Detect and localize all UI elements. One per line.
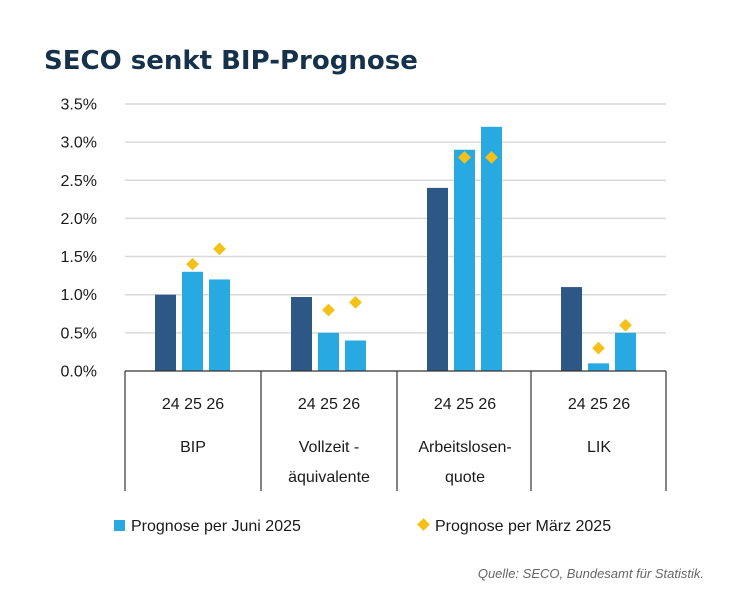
year-labels: 24 25 26 [568,396,630,413]
bar-2-25 [454,149,475,371]
bar-3-26 [615,332,636,371]
year-labels: 24 25 26 [434,396,496,413]
y-tick-label: 3.0% [61,135,97,152]
bar-2-24 [427,187,448,371]
y-tick-label: 2.5% [61,173,97,190]
bar-1-25 [318,332,339,371]
y-tick-label: 1.0% [61,287,97,304]
bar-0-26 [209,279,230,371]
year-labels: 24 25 26 [298,396,360,413]
legend-maerz-swatch [417,518,430,531]
legend-maerz-label: Prognose per März 2025 [435,518,611,535]
maerz-marker-0-26 [213,242,226,256]
category-label: Arbeitslosen- [418,439,511,456]
bar-3-24 [561,287,582,371]
category-label: Vollzeit - [299,439,359,456]
maerz-marker-3-26 [619,318,632,332]
legend-juni-swatch [114,520,125,531]
legend-juni-label: Prognose per Juni 2025 [131,518,301,535]
chart-title: SECO senkt BIP-Prognose [44,46,418,76]
y-tick-label: 2.0% [61,211,97,228]
bar-2-26 [481,126,502,371]
maerz-marker-1-26 [349,295,362,309]
category-label: BIP [180,439,206,456]
maerz-marker-1-25 [322,303,335,317]
maerz-marker-0-25 [186,257,199,271]
bar-1-24 [291,296,312,371]
y-tick-label: 3.5% [61,96,97,113]
category-label: LIK [587,439,611,456]
maerz-marker-3-25 [592,341,605,355]
category-label: äquivalente [288,469,370,486]
maerz-marker-2-25 [458,150,471,164]
maerz-marker-2-26 [485,150,498,164]
y-tick-label: 0.0% [61,364,97,381]
bar-1-26 [345,340,366,371]
bar-3-25 [588,363,609,371]
category-label: quote [445,469,485,486]
bar-0-24 [155,294,176,371]
y-tick-label: 1.5% [61,249,97,266]
year-labels: 24 25 26 [162,396,224,413]
bar-0-25 [182,271,203,371]
y-tick-label: 0.5% [61,325,97,342]
source-note: Quelle: SECO, Bundesamt für Statistik. [478,566,704,581]
